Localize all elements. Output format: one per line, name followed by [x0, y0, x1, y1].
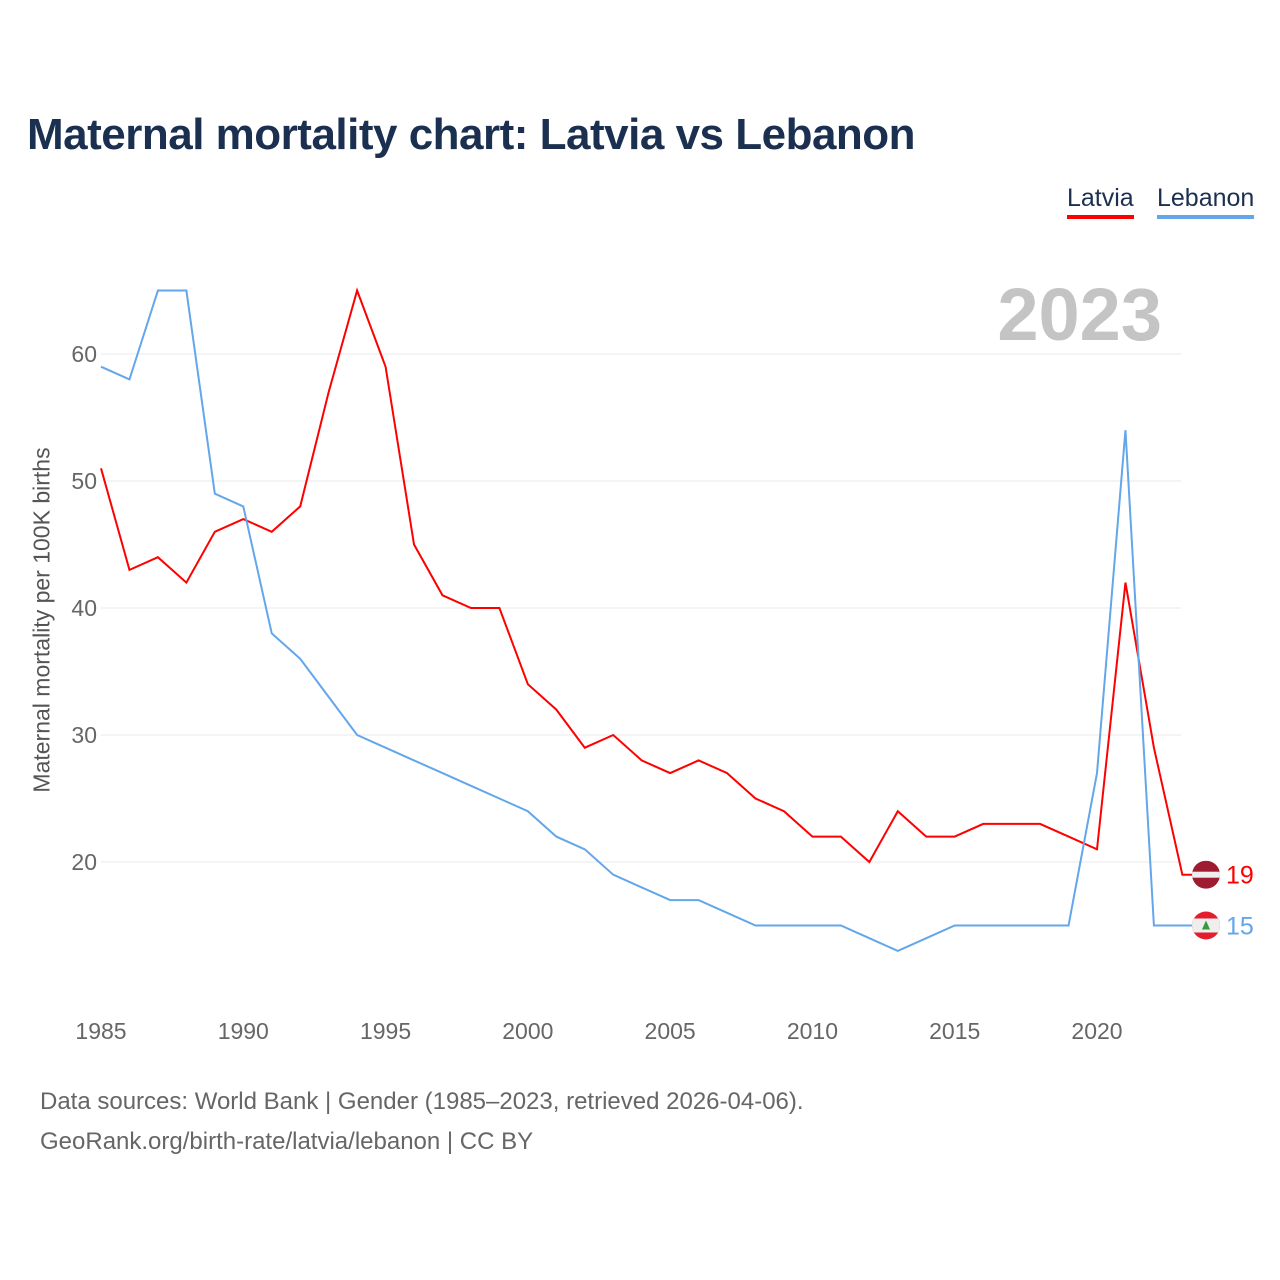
year-watermark: 2023 [997, 273, 1162, 356]
legend-latvia[interactable]: Latvia [1067, 184, 1134, 219]
end-value-label-latvia: 19 [1226, 862, 1254, 890]
footer-link[interactable]: GeoRank.org/birth-rate/latvia/lebanon | … [40, 1128, 534, 1155]
x-tick-label: 2015 [929, 1018, 980, 1044]
x-tick-label: 1985 [75, 1018, 126, 1044]
series-line-latvia [100, 287, 1195, 876]
latvia-flag-icon [1192, 860, 1220, 889]
x-tick-label: 2010 [787, 1018, 838, 1044]
y-tick-label: 20 [71, 849, 97, 875]
x-tick-label: 2020 [1071, 1018, 1122, 1044]
lebanon-flag-icon [1192, 911, 1220, 940]
y-tick-label: 40 [71, 595, 97, 621]
footer-sources: Data sources: World Bank | Gender (1985–… [40, 1088, 804, 1115]
series-line-lebanon [100, 289, 1195, 952]
y-tick-label: 60 [71, 341, 97, 367]
x-tick-label: 1990 [218, 1018, 269, 1044]
y-tick-label: 30 [71, 722, 97, 748]
x-tick-label: 2005 [645, 1018, 696, 1044]
legend-lebanon[interactable]: Lebanon [1157, 184, 1255, 219]
x-tick-label: 2000 [502, 1018, 553, 1044]
y-tick-label: 50 [71, 468, 97, 494]
end-value-label-lebanon: 15 [1226, 913, 1254, 941]
x-tick-label: 1995 [360, 1018, 411, 1044]
chart-title: Maternal mortality chart: Latvia vs Leba… [27, 110, 916, 159]
